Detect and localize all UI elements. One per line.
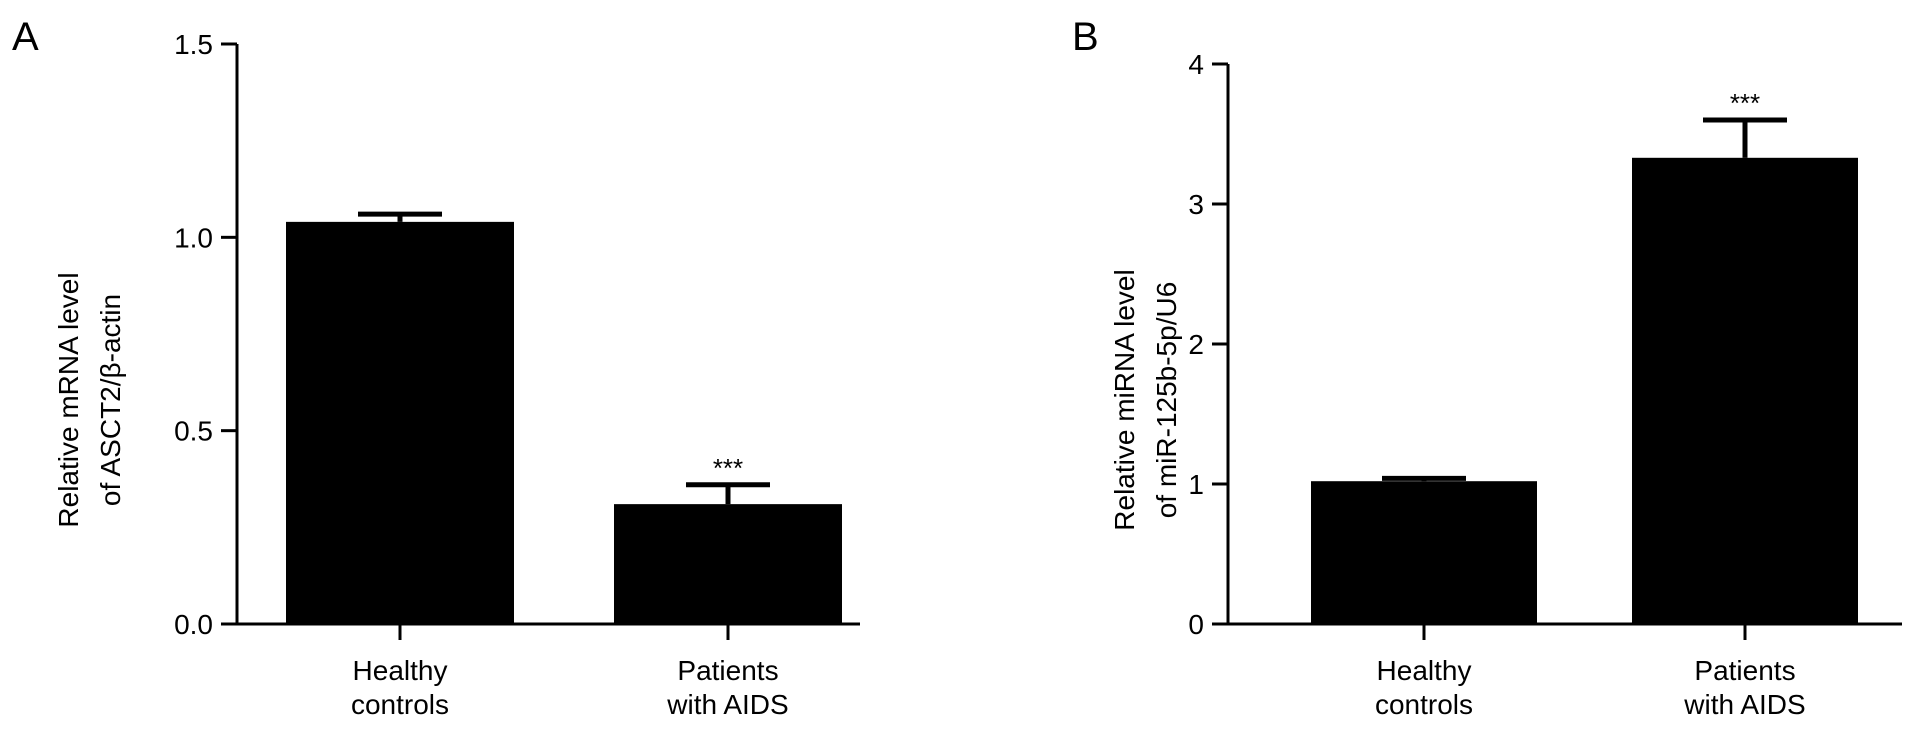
panel-a-y-axis-label: Relative mRNA level bbox=[53, 272, 84, 527]
panel-b-bar bbox=[1311, 481, 1537, 624]
panel-a-bar bbox=[614, 504, 842, 624]
panel-b-y-tick-label: 0 bbox=[1188, 609, 1204, 640]
panel-b-y-axis-label: Relative miRNA level bbox=[1109, 269, 1140, 530]
panel-b-category-label: with AIDS bbox=[1683, 689, 1805, 720]
panel-b-y-axis-label: of miR-125b-5p/U6 bbox=[1151, 282, 1182, 519]
panel-a-chart: A 0.0 0.5 1.0 1.5 Relative mRNA level of ASCT… bbox=[12, 15, 860, 720]
panel-a-bar bbox=[286, 221, 514, 624]
panel-a-letter: A bbox=[12, 15, 39, 59]
panel-a-y-tick-label: 1.0 bbox=[174, 222, 213, 253]
panel-b-y-tick-label: 4 bbox=[1188, 49, 1204, 80]
panel-a-y-tick-label: 0.5 bbox=[174, 416, 213, 447]
panel-b-y-tick-label: 3 bbox=[1188, 189, 1204, 220]
panel-a-category-label: Healthy bbox=[353, 655, 448, 686]
panel-b-significance-label: *** bbox=[1730, 88, 1760, 118]
panel-a-category-label: Patients bbox=[677, 655, 778, 686]
panel-a-y-axis-label: of ASCT2/β-actin bbox=[95, 294, 126, 506]
panel-b-category-label: Patients bbox=[1694, 655, 1795, 686]
panel-a-y-tick-label: 1.5 bbox=[174, 29, 213, 60]
panel-b-category-label: controls bbox=[1375, 689, 1473, 720]
panel-b-chart: B 0 1 2 3 4 Relative miRNA level of miR-125b-5… bbox=[1072, 15, 1902, 720]
panel-a-category-label: controls bbox=[351, 689, 449, 720]
panel-a-y-tick-label: 0.0 bbox=[174, 609, 213, 640]
panel-b-bar bbox=[1632, 157, 1858, 625]
panel-b-category-label: Healthy bbox=[1377, 655, 1472, 686]
panel-b-y-tick-label: 2 bbox=[1188, 329, 1204, 360]
panel-a-category-label: with AIDS bbox=[666, 689, 788, 720]
panel-b-y-tick-label: 1 bbox=[1188, 469, 1204, 500]
panel-b-letter: B bbox=[1072, 15, 1099, 59]
panel-a-significance-label: *** bbox=[713, 453, 743, 483]
